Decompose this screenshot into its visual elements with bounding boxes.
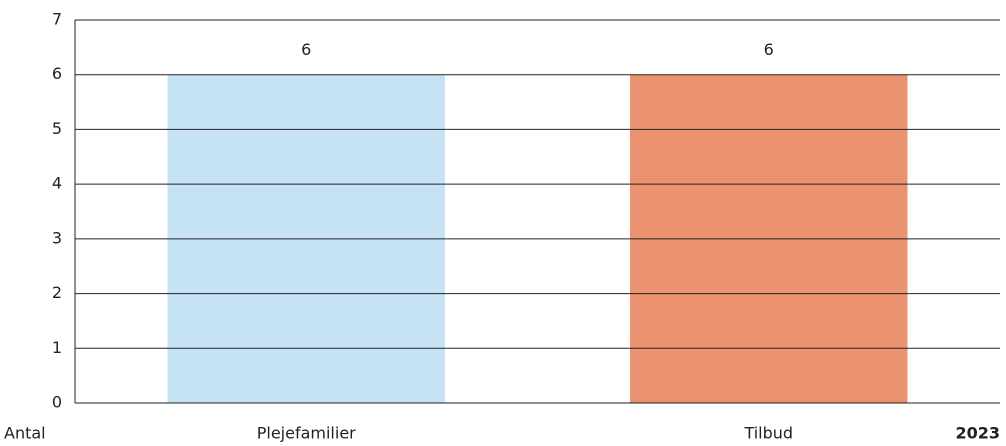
y-tick-label: 3 [52,228,62,247]
y-tick-label: 6 [52,64,62,83]
annotation: 2023 [955,424,1000,443]
x-tick-label: Plejefamilier [257,424,356,443]
x-tick-label: Tilbud [743,424,793,443]
y-tick-label: 5 [52,119,62,138]
y-tick-label: 4 [52,174,62,193]
y-tick-label: 2 [52,283,62,302]
data-label: 6 [764,40,774,59]
y-tick-label: 1 [52,338,62,357]
y-axis-label: Antal [4,424,46,443]
y-tick-label: 0 [52,393,62,412]
data-label: 6 [301,40,311,59]
y-tick-label: 7 [52,10,62,29]
